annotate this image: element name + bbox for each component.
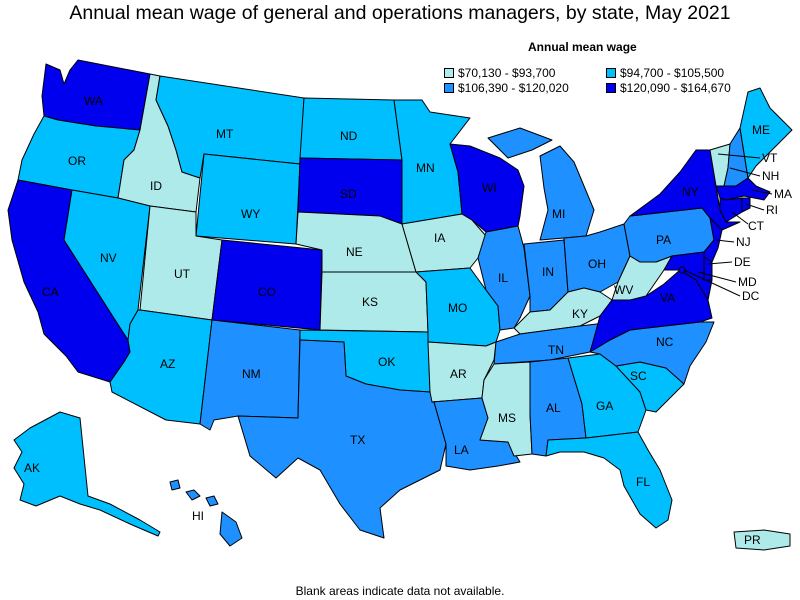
state-label-DE: DE [734, 255, 751, 269]
state-MD[interactable] [663, 251, 713, 301]
state-label-AL: AL [546, 401, 561, 415]
state-TX[interactable] [237, 339, 447, 539]
state-label-ND: ND [340, 129, 358, 143]
legend-item-bin-2: $94,700 - $105,500 [606, 66, 724, 80]
state-label-KY: KY [572, 307, 588, 321]
state-RI[interactable] [741, 197, 751, 213]
state-label-UT: UT [174, 267, 191, 281]
state-label-WI: WI [482, 181, 497, 195]
state-label-FL: FL [636, 475, 650, 489]
state-label-NM: NM [242, 367, 261, 381]
state-FL[interactable] [545, 431, 673, 529]
state-label-NE: NE [346, 245, 363, 259]
legend-swatch [606, 68, 616, 78]
map-title: Annual mean wage of general and operatio… [69, 2, 731, 24]
state-label-VA: VA [660, 291, 675, 305]
state-label-CA: CA [42, 285, 59, 299]
state-label-OR: OR [68, 154, 86, 168]
state-label-DC: DC [742, 289, 760, 303]
state-label-WY: WY [241, 207, 260, 221]
leader-lines [683, 153, 773, 297]
footnote: Blank areas indicate data not available. [295, 584, 505, 598]
state-label-HI: HI [192, 509, 204, 523]
state-label-PA: PA [656, 233, 671, 247]
state-label-LA: LA [454, 443, 469, 457]
state-label-WA: WA [84, 94, 103, 108]
legend-swatch [444, 68, 454, 78]
state-label-IN: IN [542, 265, 554, 279]
state-label-TX: TX [350, 433, 365, 447]
state-label-PR: PR [744, 533, 761, 547]
state-label-TN: TN [548, 343, 564, 357]
state-label-NJ: NJ [736, 235, 751, 249]
state-label-MI: MI [552, 207, 565, 221]
state-label-MN: MN [416, 161, 435, 175]
legend-swatch [606, 83, 616, 93]
state-label-IL: IL [498, 271, 508, 285]
state-WY[interactable] [195, 153, 301, 245]
legend-label: $120,090 - $164,670 [620, 81, 731, 95]
legend-label: $106,390 - $120,020 [458, 81, 569, 95]
legend-item-bin-3: $106,390 - $120,020 [444, 81, 569, 95]
state-label-MD: MD [738, 275, 757, 289]
state-label-NY: NY [682, 185, 699, 199]
state-labels: WA OR CA ID NV MT WY UT AZ CO NM ND SD N… [24, 94, 792, 547]
state-label-SD: SD [340, 187, 357, 201]
legend-item-bin-1: $70,130 - $93,700 [444, 66, 555, 80]
state-label-ID: ID [150, 179, 162, 193]
legend-label: $94,700 - $105,500 [620, 66, 725, 80]
state-label-OK: OK [378, 355, 395, 369]
state-label-GA: GA [596, 399, 613, 413]
legend-title: Annual mean wage [528, 40, 637, 54]
state-label-WV: WV [614, 283, 633, 297]
state-label-IA: IA [434, 231, 445, 245]
legend-item-bin-4: $120,090 - $164,670 [606, 81, 731, 95]
state-label-CT: CT [748, 219, 765, 233]
state-label-MT: MT [216, 127, 234, 141]
state-label-NH: NH [762, 169, 779, 183]
state-PR[interactable] [733, 529, 791, 551]
state-label-MO: MO [448, 301, 467, 315]
state-label-AZ: AZ [160, 357, 175, 371]
state-label-CO: CO [258, 285, 276, 299]
state-label-AR: AR [450, 367, 467, 381]
state-HI[interactable] [169, 479, 243, 547]
legend-label: $70,130 - $93,700 [458, 66, 556, 80]
state-label-MA: MA [774, 187, 792, 201]
state-label-NV: NV [100, 251, 117, 265]
state-label-AK: AK [24, 461, 40, 475]
state-label-RI: RI [766, 203, 778, 217]
state-label-MS: MS [498, 411, 516, 425]
state-label-SC: SC [630, 369, 647, 383]
state-label-KS: KS [362, 295, 378, 309]
legend-swatch [444, 83, 454, 93]
state-label-OH: OH [588, 257, 606, 271]
state-AK[interactable] [13, 411, 161, 537]
state-WI[interactable] [449, 143, 525, 233]
state-label-ME: ME [752, 123, 770, 137]
state-label-VT: VT [762, 151, 778, 165]
state-label-NC: NC [656, 335, 674, 349]
